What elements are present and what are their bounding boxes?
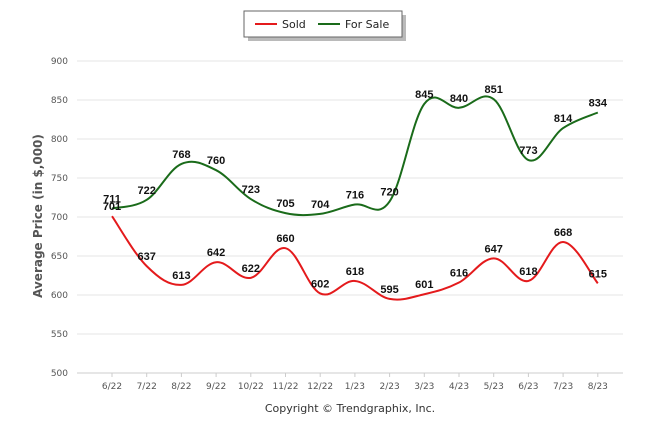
legend-label-for-sale: For Sale — [345, 18, 389, 31]
data-label-for-sale-3: 760 — [207, 155, 225, 167]
data-label-sold-13: 668 — [554, 227, 572, 239]
x-axis-ticks: 6/22 7/22 8/22 9/22 10/22 11/22 12/22 1/23 2/23 3… — [102, 373, 608, 392]
x-tick-label-2: 8/22 — [171, 382, 191, 392]
legend: Sold For Sale — [243, 10, 406, 41]
data-label-sold-8: 595 — [380, 284, 398, 296]
y-tick-label-750: 750 — [51, 174, 68, 184]
x-tick-label-8: 2/23 — [379, 382, 399, 392]
data-label-for-sale-10: 840 — [450, 93, 468, 105]
data-labels: 701 637 613 642 622 660 602 618 595 601 616 647 618 6… — [103, 84, 608, 296]
x-tick-label-3: 9/22 — [206, 382, 226, 392]
data-label-sold-14: 615 — [589, 268, 607, 280]
y-tick-label-800: 800 — [51, 135, 68, 145]
x-tick-label-11: 5/23 — [484, 382, 504, 392]
y-tick-label-850: 850 — [51, 96, 68, 106]
data-label-sold-7: 618 — [346, 266, 364, 278]
series-lines — [111, 95, 599, 301]
copyright-credit: Copyright © Trendgraphix, Inc. — [265, 402, 435, 415]
data-label-sold-1: 637 — [138, 251, 156, 263]
x-tick-label-12: 6/23 — [518, 382, 538, 392]
data-label-for-sale-11: 851 — [485, 84, 503, 96]
x-tick-label-5: 11/22 — [273, 382, 299, 392]
x-tick-label-7: 1/23 — [345, 382, 365, 392]
data-label-for-sale-4: 723 — [242, 184, 260, 196]
data-label-sold-3: 642 — [207, 247, 225, 259]
x-tick-label-1: 7/22 — [137, 382, 157, 392]
x-tick-label-13: 7/23 — [553, 382, 573, 392]
data-label-for-sale-0: 711 — [103, 193, 121, 205]
x-tick-label-0: 6/22 — [102, 382, 122, 392]
data-label-for-sale-8: 720 — [380, 186, 398, 198]
y-tick-label-650: 650 — [51, 252, 68, 262]
data-label-sold-5: 660 — [276, 233, 294, 245]
y-axis-title: Average Price (in $,000) — [31, 134, 45, 298]
data-label-for-sale-6: 704 — [311, 199, 330, 211]
data-label-for-sale-7: 716 — [346, 190, 364, 202]
data-label-for-sale-14: 834 — [589, 97, 608, 109]
data-label-for-sale-9: 845 — [415, 89, 433, 101]
data-label-sold-10: 616 — [450, 268, 468, 280]
y-tick-label-900: 900 — [51, 57, 68, 67]
data-label-sold-11: 647 — [485, 243, 503, 255]
x-tick-label-4: 10/22 — [238, 382, 264, 392]
y-tick-label-700: 700 — [51, 213, 68, 223]
y-tick-label-550: 550 — [51, 330, 68, 340]
y-tick-label-600: 600 — [51, 291, 68, 301]
data-label-for-sale-5: 705 — [276, 198, 294, 210]
data-label-for-sale-12: 773 — [519, 145, 537, 157]
x-tick-label-9: 3/23 — [414, 382, 434, 392]
legend-label-sold: Sold — [282, 18, 306, 31]
x-tick-label-6: 12/22 — [307, 382, 333, 392]
data-label-sold-6: 602 — [311, 278, 329, 290]
data-label-for-sale-13: 814 — [554, 113, 573, 125]
data-label-sold-9: 601 — [415, 279, 433, 291]
data-label-for-sale-2: 768 — [172, 149, 190, 161]
x-tick-label-10: 4/23 — [449, 382, 469, 392]
series-line-for-sale — [111, 95, 599, 217]
series-line-sold — [111, 215, 599, 301]
grid — [77, 60, 623, 374]
data-label-for-sale-1: 722 — [138, 185, 156, 197]
y-tick-label-500: 500 — [51, 369, 68, 379]
y-axis-ticks: 500 550 600 650 700 750 800 850 900 — [51, 57, 68, 379]
data-label-sold-4: 622 — [242, 263, 260, 275]
data-label-sold-2: 613 — [172, 270, 190, 282]
x-tick-label-14: 8/23 — [588, 382, 608, 392]
data-label-sold-0: 701 — [103, 201, 121, 213]
data-label-sold-12: 618 — [519, 266, 537, 278]
